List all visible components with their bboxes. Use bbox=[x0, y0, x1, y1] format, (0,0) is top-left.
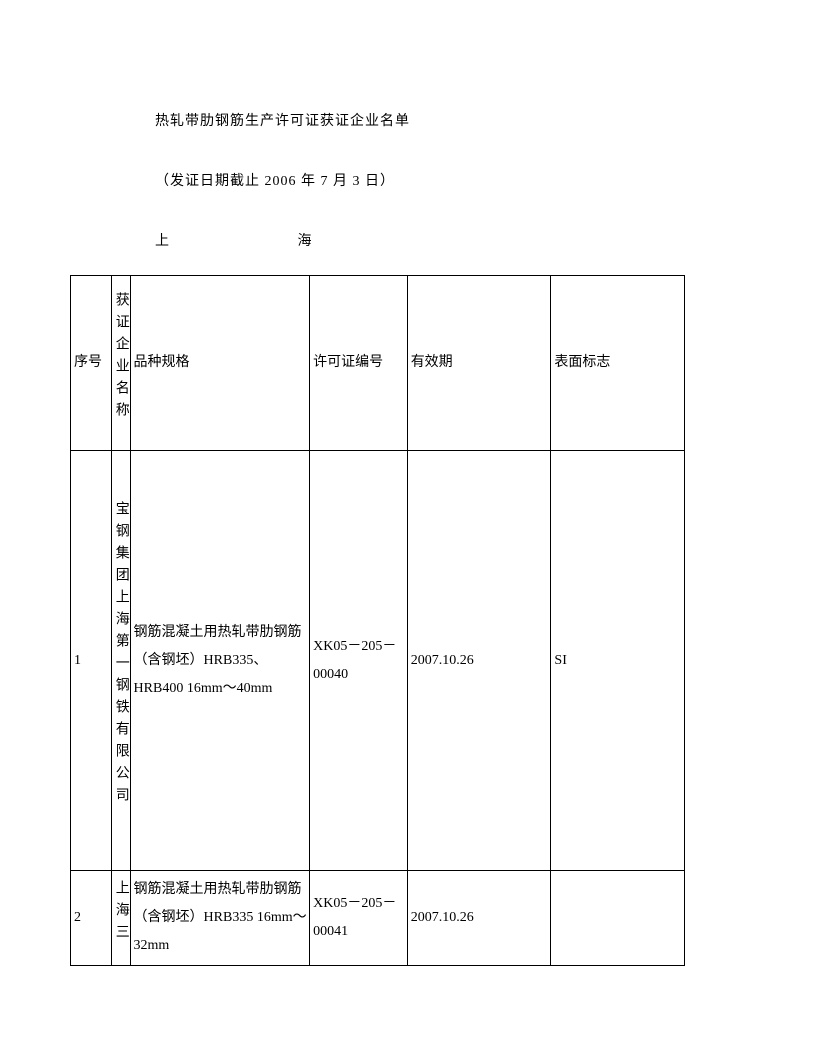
cell-spec: 钢筋混凝土用热轧带肋钢筋（含钢坯）HRB335、HRB400 16mm～40mm bbox=[130, 451, 310, 871]
header-company: 获证企业名称 bbox=[112, 276, 130, 451]
page-subtitle: （发证日期截止 2006 年 7 月 3 日） bbox=[155, 170, 746, 190]
table-row: 1 宝钢集团上海第一钢铁有限公司 钢筋混凝土用热轧带肋钢筋（含钢坯）HRB335… bbox=[71, 451, 747, 871]
cell-mark: SI bbox=[551, 451, 684, 871]
header-seq: 序号 bbox=[71, 276, 112, 451]
header-mark: 表面标志 bbox=[551, 276, 684, 451]
cell-company: 上海三 bbox=[112, 871, 130, 966]
cell-validity: 2007.10.26 bbox=[407, 871, 551, 966]
region-left: 上 bbox=[155, 230, 169, 250]
header-company-text: 获证企业名称 bbox=[114, 292, 128, 424]
cell-company-text: 宝钢集团上海第一钢铁有限公司 bbox=[114, 501, 128, 809]
extra-column bbox=[684, 276, 746, 966]
cell-seq: 2 bbox=[71, 871, 112, 966]
cell-license: XK05－205－00041 bbox=[310, 871, 408, 966]
table-header-row: 序号 获证企业名称 品种规格 许可证编号 有效期 表面标志 bbox=[71, 276, 747, 451]
page-content: 热轧带肋钢筋生产许可证获证企业名单 （发证日期截止 2006 年 7 月 3 日… bbox=[0, 0, 816, 966]
cell-validity: 2007.10.26 bbox=[407, 451, 551, 871]
header-validity: 有效期 bbox=[407, 276, 551, 451]
header-license: 许可证编号 bbox=[310, 276, 408, 451]
table-row: 2 上海三 钢筋混凝土用热轧带肋钢筋（含钢坯）HRB335 16mm～32mm … bbox=[71, 871, 747, 966]
region-label: 上 海 bbox=[155, 230, 746, 250]
cell-mark bbox=[551, 871, 684, 966]
cell-license: XK05－205－00040 bbox=[310, 451, 408, 871]
page-title: 热轧带肋钢筋生产许可证获证企业名单 bbox=[155, 110, 746, 130]
header-spec: 品种规格 bbox=[130, 276, 310, 451]
cell-company: 宝钢集团上海第一钢铁有限公司 bbox=[112, 451, 130, 871]
license-table: 序号 获证企业名称 品种规格 许可证编号 有效期 表面标志 1 宝钢集团上海第一… bbox=[70, 275, 746, 966]
cell-spec: 钢筋混凝土用热轧带肋钢筋（含钢坯）HRB335 16mm～32mm bbox=[130, 871, 310, 966]
cell-company-text: 上海三 bbox=[114, 880, 128, 946]
cell-seq: 1 bbox=[71, 451, 112, 871]
region-right: 海 bbox=[298, 230, 312, 250]
